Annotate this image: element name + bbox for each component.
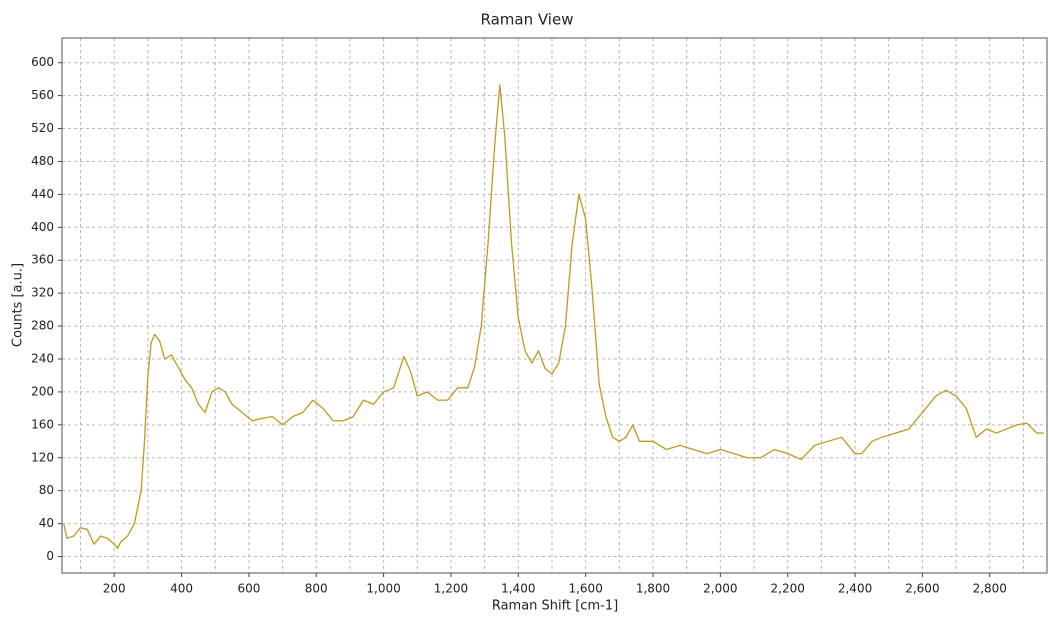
x-tick-label: 1,200 <box>434 582 468 596</box>
y-tick-label: 0 <box>46 549 54 563</box>
y-tick-label: 40 <box>39 516 54 530</box>
y-tick-label: 560 <box>31 88 54 102</box>
y-tick-label: 520 <box>31 121 54 135</box>
y-tick-label: 480 <box>31 154 54 168</box>
x-tick-label: 2,600 <box>905 582 939 596</box>
x-tick-label: 1,000 <box>366 582 400 596</box>
y-tick-label: 320 <box>31 286 54 300</box>
y-tick-label: 80 <box>39 483 54 497</box>
x-axis-label: Raman Shift [cm-1] <box>492 599 618 614</box>
x-tick-label: 2,000 <box>703 582 737 596</box>
x-tick-label: 1,600 <box>568 582 602 596</box>
x-tick-label: 800 <box>305 582 328 596</box>
y-tick-label: 240 <box>31 352 54 366</box>
x-tick-label: 1,400 <box>501 582 535 596</box>
x-tick-label: 2,800 <box>973 582 1007 596</box>
data-line <box>63 84 1044 549</box>
x-tick-label: 400 <box>170 582 193 596</box>
plot-background <box>62 38 1047 573</box>
y-tick-label: 600 <box>31 55 54 69</box>
y-tick-label: 400 <box>31 220 54 234</box>
chart-title: Raman View <box>481 11 574 29</box>
x-tick-label: 600 <box>237 582 260 596</box>
x-tick-label: 2,400 <box>838 582 872 596</box>
x-tick-label: 200 <box>103 582 126 596</box>
y-tick-label: 280 <box>31 319 54 333</box>
y-tick-label: 160 <box>31 417 54 431</box>
y-tick-label: 120 <box>31 450 54 464</box>
plot-border <box>61 37 1048 574</box>
x-tick-label: 1,800 <box>636 582 670 596</box>
y-axis-label: Counts [a.u.] <box>11 263 26 347</box>
x-tick-label: 2,200 <box>771 582 805 596</box>
y-tick-label: 440 <box>31 187 54 201</box>
y-tick-label: 200 <box>31 384 54 398</box>
y-tick-label: 360 <box>31 253 54 267</box>
